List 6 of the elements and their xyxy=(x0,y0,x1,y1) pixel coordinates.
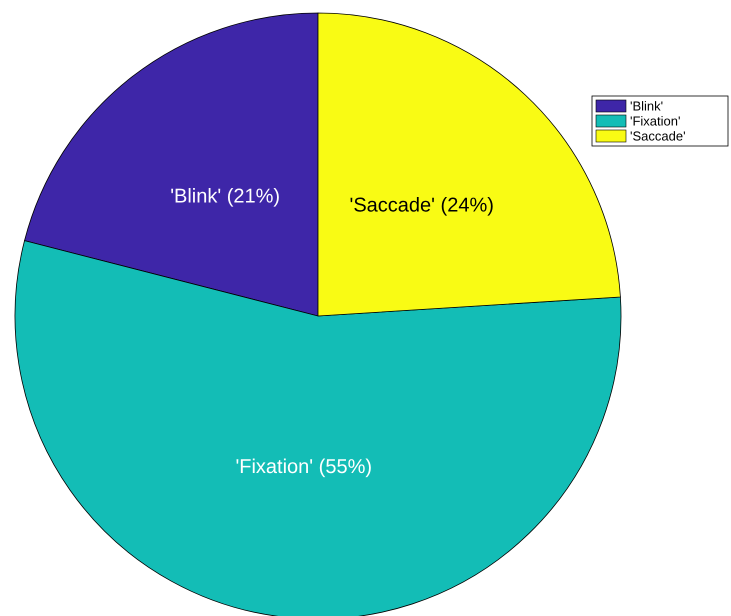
data-label: 'Blink' (21%) xyxy=(170,185,280,208)
data-label: 'Saccade' (24%) xyxy=(350,194,494,217)
legend-label: 'Saccade' xyxy=(630,128,686,144)
data-label: 'Fixation' (55%) xyxy=(235,456,372,478)
legend-label: 'Blink' xyxy=(630,98,664,114)
legend-label: 'Fixation' xyxy=(630,114,680,128)
